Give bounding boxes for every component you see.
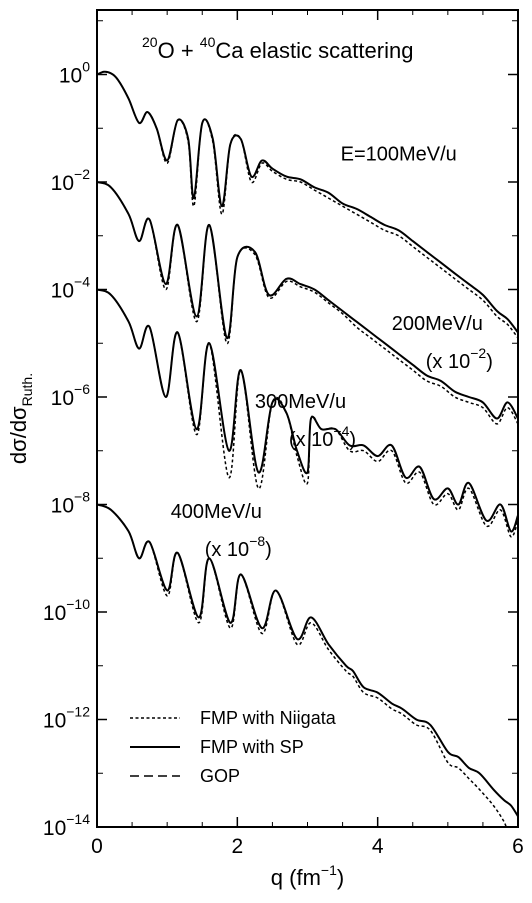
annotation-scale-300mev-u: (x 10−4)	[289, 423, 356, 451]
series-line-100mev-u-solid	[97, 70, 518, 334]
legend-label-solid: FMP with SP	[200, 737, 304, 757]
legend-label-dotted: FMP with Niigata	[200, 708, 337, 728]
series-line-300mev-u-solid	[97, 288, 518, 533]
y-tick-label: 10−8	[51, 489, 91, 518]
annotation-400mev-u: 400MeV/u	[171, 501, 262, 523]
legend-item-dashed: GOP	[130, 766, 240, 786]
y-tick-label: 100	[59, 59, 90, 88]
chart-title: 20O + 40Ca elastic scattering	[142, 34, 413, 63]
series-line-200mev-u-dotted	[97, 181, 518, 425]
annotation-300mev-u: 300MeV/u	[255, 391, 346, 413]
series-line-300mev-u-dotted	[97, 288, 518, 538]
x-tick-label: 0	[91, 835, 103, 858]
y-tick-label: 10−6	[51, 381, 91, 410]
legend-label-dashed: GOP	[200, 766, 240, 786]
series-line-400mev-u-dotted	[97, 503, 518, 827]
x-tick-label: 6	[512, 835, 524, 858]
legend-item-solid: FMP with SP	[130, 737, 304, 757]
series-line-100mev-u-dotted	[97, 71, 518, 339]
y-axis-title: dσ/dσRuth.	[6, 373, 35, 464]
y-tick-label: 10−14	[43, 811, 90, 840]
annotation-200mev-u: 200MeV/u	[392, 313, 483, 335]
legend-item-dotted: FMP with Niigata	[130, 708, 337, 728]
series-line-400mev-u-solid	[97, 503, 518, 817]
x-axis-title: q (fm−1)	[271, 862, 344, 890]
x-tick-label: 2	[231, 835, 243, 858]
annotation-scale-400mev-u: (x 10−8)	[205, 533, 272, 561]
x-tick-label: 4	[372, 835, 384, 858]
annotation-scale-200mev-u: (x 10−2)	[426, 345, 493, 373]
series-line-200mev-u-solid	[97, 181, 518, 420]
y-tick-label: 10−2	[51, 166, 91, 195]
y-tick-label: 10−10	[43, 596, 90, 625]
plot-frame	[96, 9, 519, 828]
annotation-e-100mev-u: E=100MeV/u	[341, 144, 457, 166]
y-tick-label: 10−4	[51, 274, 91, 303]
y-tick-label: 10−12	[43, 704, 90, 733]
